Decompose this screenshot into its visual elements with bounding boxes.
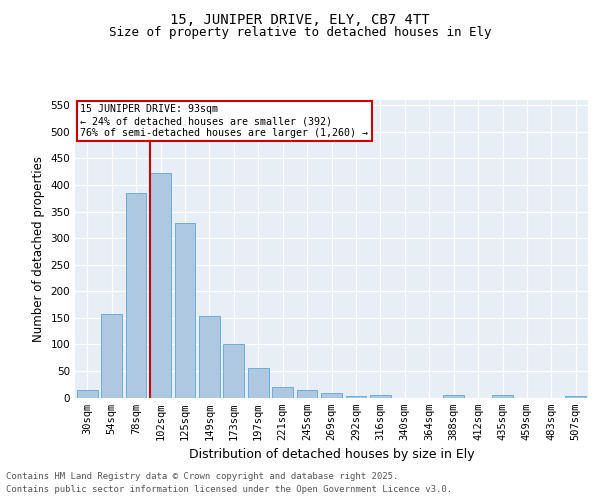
Bar	[565, 396, 586, 398]
Bar	[77, 390, 98, 398]
Text: Contains public sector information licensed under the Open Government Licence v3: Contains public sector information licen…	[6, 485, 452, 494]
Bar	[101, 314, 122, 398]
Text: 15, JUNIPER DRIVE, ELY, CB7 4TT: 15, JUNIPER DRIVE, ELY, CB7 4TT	[170, 12, 430, 26]
Bar	[223, 344, 244, 398]
Text: Size of property relative to detached houses in Ely: Size of property relative to detached ho…	[109, 26, 491, 39]
Bar	[346, 396, 367, 398]
Bar	[492, 396, 513, 398]
Y-axis label: Number of detached properties: Number of detached properties	[32, 156, 45, 342]
Bar	[199, 316, 220, 398]
Bar	[248, 368, 269, 398]
Bar	[272, 387, 293, 398]
Text: Contains HM Land Registry data © Crown copyright and database right 2025.: Contains HM Land Registry data © Crown c…	[6, 472, 398, 481]
Bar	[296, 390, 317, 398]
Bar	[125, 193, 146, 398]
Bar	[321, 392, 342, 398]
Bar	[175, 223, 196, 398]
Bar	[443, 396, 464, 398]
Text: 15 JUNIPER DRIVE: 93sqm
← 24% of detached houses are smaller (392)
76% of semi-d: 15 JUNIPER DRIVE: 93sqm ← 24% of detache…	[80, 104, 368, 138]
X-axis label: Distribution of detached houses by size in Ely: Distribution of detached houses by size …	[188, 448, 475, 461]
Bar	[150, 174, 171, 398]
Bar	[370, 396, 391, 398]
